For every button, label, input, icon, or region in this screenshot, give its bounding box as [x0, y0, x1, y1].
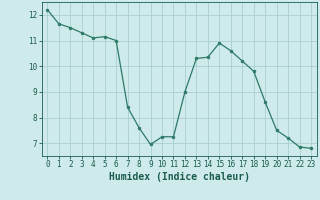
- X-axis label: Humidex (Indice chaleur): Humidex (Indice chaleur): [109, 172, 250, 182]
